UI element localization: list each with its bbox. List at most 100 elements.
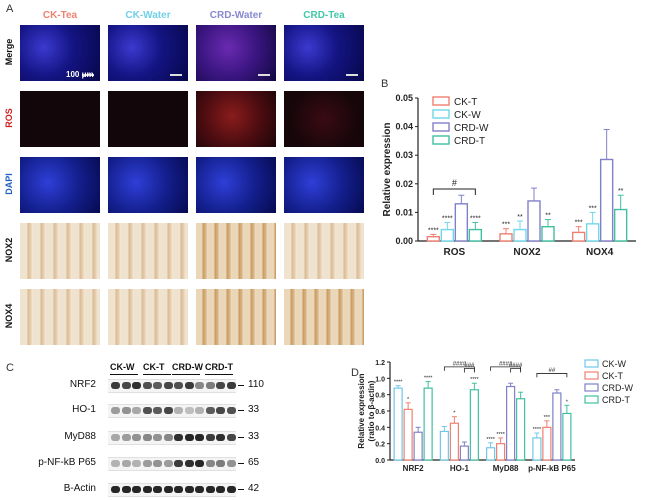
panel-c-letter: C [6,362,14,374]
kda-label-ho-1: 33 [248,404,260,415]
blot-band [142,407,152,414]
significance-mark: **** [470,377,479,383]
row-header-nox2: NOX2 [4,237,14,263]
legend-swatch-crd-w [432,122,450,132]
blot-label-ho-1: HO-1 [72,404,96,415]
blot-band [142,460,152,467]
tile-nox4-crd-tea [284,289,364,345]
legend-label-crd-w: CRD-W [454,123,489,134]
tile-ros-ck-tea [20,91,100,147]
y-tick-label: 0.2 [375,442,385,449]
y-axis-label-line2: (ratio to β-actin) [367,380,376,441]
legend-swatch-ck-w [584,359,599,368]
tile-nox2-crd-water [196,223,276,279]
y-tick-label: 0.03 [395,150,413,160]
legend-label-crd-t: CRD-T [454,136,485,147]
scale-label: 100 μm [66,70,94,79]
legend-label-crd-t: CRD-T [602,395,630,405]
blot-strip-ho-1 [108,404,236,418]
bar-nox2-ck-w [513,228,527,242]
legend-swatch-crd-t [584,395,599,404]
column-header-crd-tea: CRD-Tea [303,10,345,21]
kda-label-nrf2: 110 [248,379,264,390]
panel-a-letter: A [6,3,14,15]
blot-band [205,434,215,441]
bar-myd88-ck-w [486,447,496,461]
blot-band [142,382,152,389]
x-tick-label-nox2: NOX2 [513,247,541,258]
bar-nox4-ck-w [585,223,600,242]
blot-band [163,486,173,493]
bar-nox2-crd-w [527,200,541,242]
significance-bracket [536,373,568,378]
significance-mark: ** [517,214,523,221]
significance-mark: *** [544,415,551,421]
tile-nox2-crd-tea [284,223,364,279]
blot-band [205,460,215,467]
legend-swatch-ck-t [584,371,599,380]
blot-band [216,460,225,467]
bar-ros-crd-t [468,228,483,242]
blot-band [174,382,183,389]
tile-nox4-crd-water [196,289,276,345]
tile-ros-ck-water [108,91,188,147]
blot-band [184,382,194,389]
blot-band [226,382,236,389]
blot-band [111,486,120,493]
bracket-label: ## [549,368,556,374]
significance-mark: *** [575,220,583,227]
column-header-ck-tea: CK-Tea [42,10,78,21]
bar-p-nf-kb-p65-crd-w [552,392,562,461]
blot-band [132,486,141,493]
row-header-dapi: DAPI [4,173,14,195]
blot-band [174,460,183,467]
x-tick-label-ros: ROS [443,247,465,258]
legend-label-ck-t: CK-T [602,371,623,381]
blot-band [111,434,120,441]
blot-band [163,460,173,467]
blot-group-underline [143,374,171,375]
bar-ho-1-ck-w [439,430,449,461]
scale-bar [258,74,270,76]
blot-group-underline [205,374,233,375]
bar-p-nf-kb-p65-crd-t [562,412,572,461]
blot-band [216,382,225,389]
bracket-label: # [452,178,457,188]
x-tick-label-nrf2: NRF2 [403,464,424,473]
bracket-label: #### [499,361,513,367]
blot-band [132,460,141,467]
blot-band [184,434,194,441]
blot-band [111,382,120,389]
bar-myd88-ck-t [496,443,506,461]
y-axis-label: Relative expression [382,123,393,217]
row-header-nox4: NOX4 [4,303,14,329]
blot-band [216,434,225,441]
significance-mark: **** [424,376,433,382]
blot-label-myd88: MyD88 [64,431,96,442]
y-tick-label: 0.02 [395,179,413,189]
bar-nrf2-ck-w [393,387,403,461]
tile-ros-crd-water [196,91,276,147]
blot-band [142,486,152,493]
bar-nox2-crd-t [541,225,555,242]
kda-label-myd88: 33 [248,431,260,442]
bracket-label: ### [464,363,475,369]
bar-nox2-ck-t [499,233,513,242]
tile-ros-crd-tea [284,91,364,147]
kda-label-b-actin: 42 [248,483,260,494]
bar-nrf2-crd-w [413,431,423,461]
kda-tick [238,410,244,411]
x-tick-label-myd88: MyD88 [493,464,519,473]
blot-band [184,407,194,414]
blot-label-nrf2: NRF2 [69,379,96,390]
blot-group-crd-w: CRD-W [172,362,203,372]
significance-mark: **** [428,227,439,234]
blot-strip-nrf2 [108,379,236,393]
tile-dapi-ck-tea [20,157,100,213]
blot-strip-b-actin [108,483,236,497]
blot-band [195,486,204,493]
blot-label-b-actin: B-Actin [63,483,96,494]
blot-band [184,460,194,467]
blot-band [132,434,141,441]
significance-mark: **** [486,437,495,443]
